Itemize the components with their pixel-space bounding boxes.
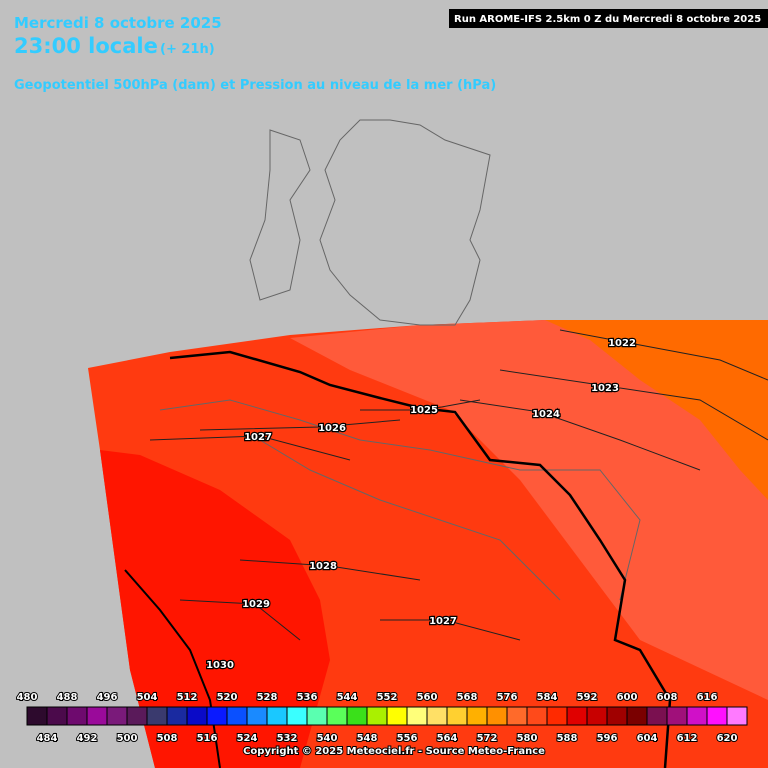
legend-label: 520 <box>217 692 238 703</box>
legend-label: 504 <box>137 692 158 703</box>
legend-label: 560 <box>417 692 438 703</box>
legend-swatch <box>186 706 208 726</box>
time: 23:00 locale <box>14 34 158 58</box>
field-high <box>100 450 330 768</box>
legend-label: 544 <box>337 692 358 703</box>
legend-label: 484 <box>37 733 58 744</box>
legend-swatch <box>526 706 548 726</box>
legend-swatch <box>226 706 248 726</box>
legend-swatch <box>306 706 328 726</box>
field-orange <box>545 320 768 500</box>
legend-swatch <box>706 706 728 726</box>
legend-swatch <box>266 706 288 726</box>
legend-swatch <box>686 706 708 726</box>
legend-swatch <box>546 706 568 726</box>
legend-swatch <box>26 706 48 726</box>
legend-label: 516 <box>197 733 218 744</box>
legend-swatch <box>286 706 308 726</box>
legend-label: 532 <box>277 733 298 744</box>
legend-label: 584 <box>537 692 558 703</box>
isobar-label: 1027 <box>244 432 272 443</box>
border <box>169 350 672 768</box>
legend-swatch <box>66 706 88 726</box>
isobar-label: 1022 <box>608 338 636 349</box>
copyright: Copyright © 2025 Meteociel.fr - Source M… <box>243 746 545 757</box>
legend-label: 564 <box>437 733 458 744</box>
legend-swatch <box>326 706 348 726</box>
run-info: Run AROME-IFS 2.5km 0 Z du Mercredi 8 oc… <box>454 14 761 25</box>
isobar-labels: 1022 1023 1024 1025 1026 1027 1028 1029 1030 1027 <box>205 337 637 673</box>
legend-label: 604 <box>637 733 658 744</box>
legend-swatch <box>166 706 188 726</box>
legend-label: 612 <box>677 733 698 744</box>
legend-label: 480 <box>17 692 38 703</box>
legend-label: 548 <box>357 733 378 744</box>
legend-swatch <box>246 706 268 726</box>
legend-label: 488 <box>57 692 78 703</box>
legend-swatch <box>586 706 608 726</box>
legend-swatch <box>366 706 388 726</box>
isobar-label: 1026 <box>318 423 346 434</box>
isobar-label: 1027 <box>429 616 457 627</box>
legend-swatch <box>106 706 128 726</box>
legend-swatch <box>566 706 588 726</box>
legend-swatch <box>206 706 228 726</box>
isobar-label: 1030 <box>206 660 234 671</box>
legend-swatch <box>126 706 148 726</box>
date: Mercredi 8 octobre 2025 <box>14 14 222 32</box>
legend-label: 556 <box>397 733 418 744</box>
legend-label: 536 <box>297 692 318 703</box>
legend-swatch <box>466 706 488 726</box>
legend-swatch <box>426 706 448 726</box>
legend-label: 576 <box>497 692 518 703</box>
legend-swatch <box>406 706 428 726</box>
legend-label: 600 <box>617 692 638 703</box>
legend-label: 620 <box>717 733 738 744</box>
legend-swatch <box>46 706 68 726</box>
offset: (+ 21h) <box>160 42 215 57</box>
run-box <box>449 9 768 28</box>
legend-swatch <box>486 706 508 726</box>
legend-swatch <box>506 706 528 726</box>
isobar-label: 1024 <box>532 409 560 420</box>
legend-label: 552 <box>377 692 398 703</box>
legend-label: 592 <box>577 692 598 703</box>
legend-label: 512 <box>177 692 198 703</box>
legend-label: 580 <box>517 733 538 744</box>
legend-label: 616 <box>697 692 718 703</box>
legend-label: 496 <box>97 692 118 703</box>
legend-label: 568 <box>457 692 478 703</box>
legend-swatch <box>726 706 748 726</box>
legend-swatch <box>346 706 368 726</box>
legend-label: 540 <box>317 733 338 744</box>
legend-swatch <box>646 706 668 726</box>
legend-swatch <box>626 706 648 726</box>
legend-label: 528 <box>257 692 278 703</box>
isobar-label: 1025 <box>410 405 438 416</box>
legend-swatch <box>146 706 168 726</box>
legend: 480 488 496 504 512 520 528 536 544 552 560 568 576 5… <box>16 691 748 745</box>
legend-label: 492 <box>77 733 98 744</box>
legend-swatch <box>446 706 468 726</box>
legend-label: 524 <box>237 733 258 744</box>
isobar-label: 1028 <box>309 561 337 572</box>
coastlines <box>159 119 641 601</box>
legend-label: 508 <box>157 733 178 744</box>
isobar-lines <box>149 329 768 641</box>
legend-label: 596 <box>597 733 618 744</box>
product: Geopotentiel 500hPa (dam) et Pression au… <box>14 78 496 93</box>
legend-swatch <box>606 706 628 726</box>
legend-swatch <box>86 706 108 726</box>
isobar-label: 1023 <box>591 383 619 394</box>
isobar-label: 1029 <box>242 599 270 610</box>
legend-swatch <box>666 706 688 726</box>
field-light <box>290 320 768 700</box>
legend-label: 608 <box>657 692 678 703</box>
legend-label: 500 <box>117 733 138 744</box>
legend-swatch <box>386 706 408 726</box>
legend-label: 572 <box>477 733 498 744</box>
legend-label: 588 <box>557 733 578 744</box>
